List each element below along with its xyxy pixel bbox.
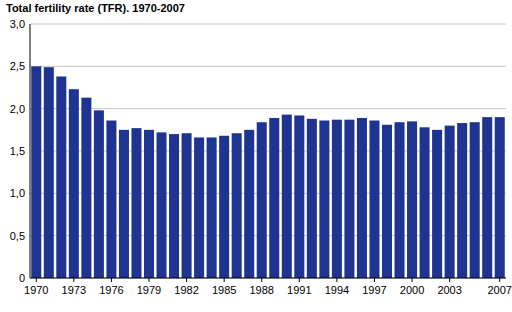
x-tick-label: 1991 [287, 284, 311, 296]
bar [257, 122, 267, 278]
bar [119, 130, 129, 278]
x-tick [261, 278, 262, 282]
x-axis [30, 278, 506, 279]
bar [219, 136, 229, 278]
bar [232, 133, 242, 278]
y-tick-label: 2,0 [10, 103, 25, 115]
bar [457, 123, 467, 278]
x-tick [73, 278, 74, 282]
bar [382, 125, 392, 278]
grid-line [30, 66, 506, 67]
bar [420, 127, 430, 278]
bar [144, 130, 154, 278]
bar [307, 119, 317, 278]
chart: Total fertility rate (TFR). 1970-2007 0 0,… [0, 0, 512, 312]
bar [445, 126, 455, 278]
x-tick [299, 278, 300, 282]
y-tick-label: 2,5 [10, 60, 25, 72]
bar [244, 130, 254, 278]
bar [44, 67, 54, 278]
bar [106, 121, 116, 278]
bar [94, 110, 104, 278]
bar [269, 118, 279, 278]
x-tick [412, 278, 413, 282]
bar [395, 122, 405, 278]
y-tick-label: 0,5 [10, 230, 25, 242]
bar [470, 122, 480, 278]
x-tick-label: 1973 [62, 284, 86, 296]
bar [194, 137, 204, 278]
x-tick [149, 278, 150, 282]
x-tick [36, 278, 37, 282]
y-tick-label: 1,5 [10, 145, 25, 157]
bar [182, 133, 192, 278]
y-tick-label: 1,0 [10, 187, 25, 199]
x-tick-label: 2007 [487, 284, 511, 296]
x-tick-label: 1994 [325, 284, 349, 296]
x-tick-label: 1985 [212, 284, 236, 296]
grid-line [30, 108, 506, 109]
x-tick-label: 1988 [249, 284, 273, 296]
bar [369, 121, 379, 278]
bar [432, 130, 442, 278]
bar [357, 118, 367, 278]
x-tick-label: 1976 [99, 284, 123, 296]
bar [31, 66, 41, 278]
bar [56, 76, 66, 278]
bar [131, 128, 141, 278]
x-tick [336, 278, 337, 282]
bar [294, 115, 304, 278]
bar [81, 98, 91, 278]
bars [31, 66, 504, 278]
bar [157, 132, 167, 278]
bar [332, 120, 342, 278]
grid-line [30, 24, 506, 25]
bar [319, 121, 329, 278]
x-tick-label: 2003 [437, 284, 461, 296]
x-tick-label: 1970 [24, 284, 48, 296]
x-tick-label: 1982 [174, 284, 198, 296]
y-axis [30, 24, 31, 278]
x-tick [186, 278, 187, 282]
bar [169, 134, 179, 278]
x-tick [374, 278, 375, 282]
x-tick-label: 2000 [400, 284, 424, 296]
x-tick [224, 278, 225, 282]
bar [344, 120, 354, 278]
y-tick-label: 0 [19, 272, 25, 284]
bar [207, 137, 217, 278]
bar [282, 115, 292, 278]
grid-line [30, 278, 506, 279]
bar [482, 117, 492, 278]
y-tick-label: 3,0 [10, 18, 25, 30]
bar [69, 89, 79, 278]
bar [407, 121, 417, 278]
x-tick [449, 278, 450, 282]
x-tick-label: 1979 [137, 284, 161, 296]
bar [495, 117, 505, 278]
title: Total fertility rate (TFR). 1970-2007 [6, 2, 185, 14]
x-tick-label: 1997 [362, 284, 386, 296]
x-tick [499, 278, 500, 282]
x-tick [111, 278, 112, 282]
